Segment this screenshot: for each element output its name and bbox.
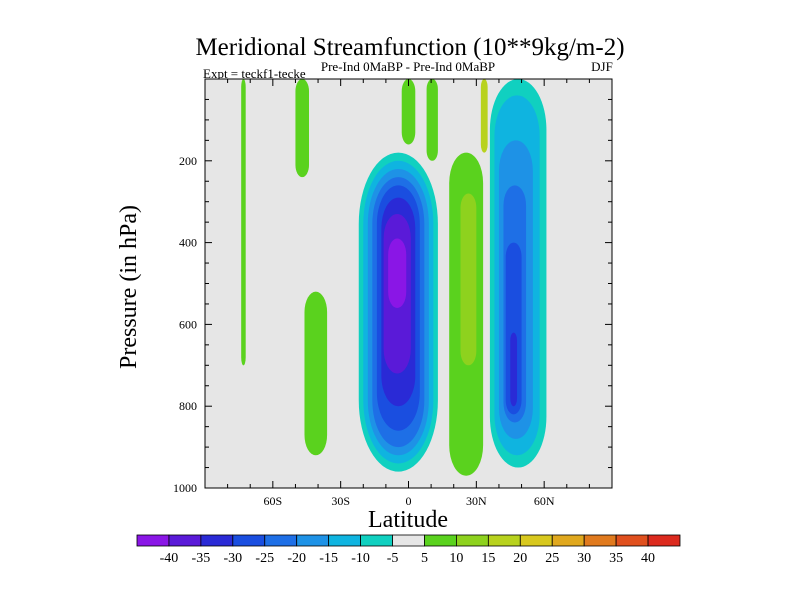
x-axis-label: Latitude xyxy=(368,507,448,533)
y-tick-label: 800 xyxy=(179,399,197,413)
colorbar-label: -40 xyxy=(160,551,179,566)
x-tick-label: 60S xyxy=(263,494,282,508)
y-axis-label: Pressure (in hPa) xyxy=(116,205,142,369)
contour-cell-45n-core xyxy=(510,332,518,407)
contour-cell-45n-ring5 xyxy=(505,242,522,415)
y-tick-label: 200 xyxy=(179,154,197,168)
colorbar-label: -30 xyxy=(223,551,242,566)
contour-cell-40s-upper xyxy=(295,79,310,178)
colorbar-label: 40 xyxy=(641,551,655,566)
colorbar-box xyxy=(519,534,553,547)
colorbar-box xyxy=(392,534,425,547)
contour-cell-5n-upper xyxy=(426,79,438,161)
colorbar-box xyxy=(168,534,202,547)
axes: 60S 30S 0 30N 60N 200 400 600 800 1000 xyxy=(173,78,613,508)
contour-cell-60s-upper xyxy=(241,79,246,366)
x-tick-label: 30N xyxy=(466,494,487,508)
x-tick-label: 60N xyxy=(534,494,555,508)
colorbar-label: 10 xyxy=(449,551,463,566)
contour-cell-30n-upper xyxy=(480,79,488,153)
y-tick-label: 1000 xyxy=(173,481,197,495)
colorbar-box xyxy=(583,534,617,547)
y-tick-label: 600 xyxy=(179,317,197,331)
colorbar: -40 -35 -30 -25 -20 -15 -10 -5 5 10 15 20 25 30 35 40 xyxy=(136,534,681,566)
subtitle-left: Expt = teckf1-tecke xyxy=(203,66,306,81)
colorbar-label: 35 xyxy=(609,551,623,566)
chart-title: Meridional Streamfunction (10**9kg/m-2) xyxy=(195,34,624,61)
y-tick-label: 400 xyxy=(179,236,197,250)
colorbar-label: -35 xyxy=(192,551,211,566)
colorbar-label: 5 xyxy=(421,551,428,566)
plot-area xyxy=(205,79,612,488)
colorbar-label: -15 xyxy=(319,551,338,566)
colorbar-label: 25 xyxy=(545,551,559,566)
contour-cell-20n-inner xyxy=(460,193,477,366)
colorbar-label: -20 xyxy=(287,551,306,566)
colorbar-box xyxy=(551,534,585,547)
colorbar-label: 15 xyxy=(481,551,495,566)
colorbar-label: -10 xyxy=(351,551,370,566)
subtitle-center: Pre-Ind 0MaBP - Pre-Ind 0MaBP xyxy=(321,59,495,74)
contour-cell-15s-core xyxy=(388,238,407,309)
colorbar-box xyxy=(264,534,298,547)
x-tick-label: 0 xyxy=(406,494,412,508)
colorbar-box xyxy=(296,534,330,547)
colorbar-box xyxy=(647,534,681,547)
colorbar-label: 30 xyxy=(577,551,591,566)
colorbar-label: 20 xyxy=(513,551,527,566)
x-tick-label: 30S xyxy=(331,494,350,508)
subtitle-right: DJF xyxy=(591,59,613,74)
colorbar-box xyxy=(360,534,393,547)
colorbar-box xyxy=(136,534,170,547)
contour-cell-40s-lower xyxy=(304,291,328,456)
colorbar-box xyxy=(456,534,489,547)
colorbar-box xyxy=(328,534,361,547)
colorbar-box xyxy=(200,534,234,547)
colorbar-label: -5 xyxy=(387,551,399,566)
colorbar-box xyxy=(487,534,521,547)
contour-cell-0-upper xyxy=(401,79,416,145)
colorbar-label: -25 xyxy=(255,551,274,566)
colorbar-box xyxy=(424,534,457,547)
colorbar-box xyxy=(615,534,649,547)
colorbar-box xyxy=(232,534,266,547)
